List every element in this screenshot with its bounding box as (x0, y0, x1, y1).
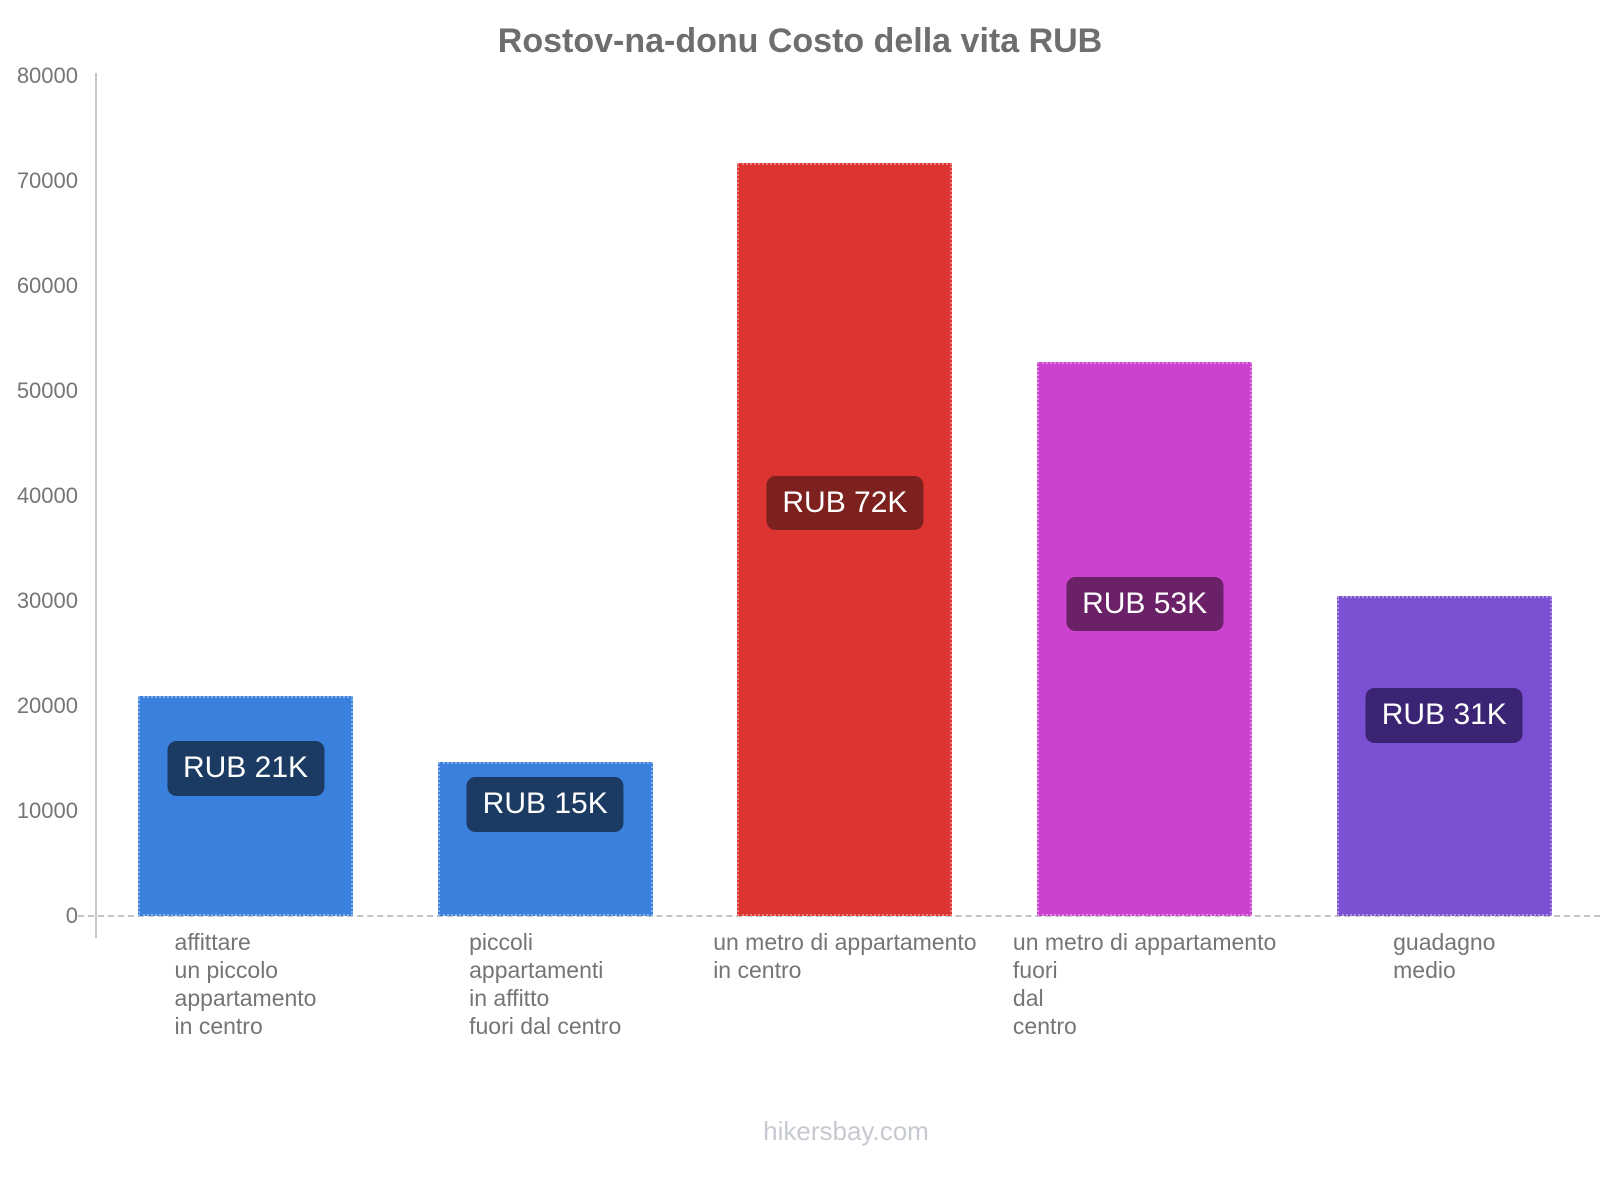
x-category-label: un metro di appartamento fuori dal centro (1013, 928, 1276, 1040)
bar[interactable]: RUB 21K (138, 695, 353, 916)
y-tick-label: 20000 (16, 693, 78, 718)
x-category-label-line: fuori dal centro (469, 1013, 622, 1039)
x-category-label-line: piccoli (469, 929, 534, 955)
x-category-label-line: appartamenti (469, 957, 604, 983)
x-category-label-line: fuori (1012, 957, 1058, 983)
x-category-label-line: un piccolo (174, 957, 279, 983)
bar[interactable]: RUB 31K (1336, 595, 1552, 916)
bar[interactable]: RUB 72K (737, 163, 953, 916)
y-tick-label: 60000 (16, 273, 78, 298)
x-category-label-line: centro (1012, 1013, 1077, 1039)
x-category-label-line: dal (1012, 985, 1044, 1011)
x-category-label-line: appartamento (174, 985, 317, 1011)
bar-value-badge: RUB 53K (1066, 576, 1224, 632)
x-category-label-line: in centro (713, 957, 802, 983)
y-axis-line (95, 73, 97, 938)
chart-title: Rostov-na-donu Costo della vita RUB (497, 22, 1103, 60)
x-category-label-line: affittare (174, 929, 251, 955)
bar-value-badge: RUB 15K (466, 777, 624, 832)
y-tick-label: 80000 (16, 63, 78, 88)
y-tick-label: 30000 (16, 588, 78, 613)
x-category-label-line: un metro di appartamento (1012, 929, 1277, 955)
x-category-label-line: in affitto (469, 985, 550, 1011)
x-category-label: guadagno medio (1393, 928, 1495, 984)
bar[interactable]: RUB 53K (1037, 361, 1253, 916)
y-tick-label: 10000 (16, 798, 78, 823)
x-axis-line (78, 915, 1600, 917)
x-category-label-line: in centro (174, 1013, 263, 1039)
x-category-label: affittare un piccolo appartamento in centro (175, 928, 317, 1040)
x-category-label-line: un metro di appartamento (713, 929, 977, 955)
x-category-label-line: medio (1393, 957, 1456, 983)
x-category-label: un metro di appartamento in centro (713, 928, 976, 984)
x-category-label: piccoli appartamenti in affitto fuori dal c… (469, 928, 621, 1040)
y-tick-label: 70000 (16, 168, 78, 193)
bar[interactable]: RUB 15K (437, 761, 653, 916)
bar-value-badge: RUB 21K (166, 741, 325, 796)
watermark: hikersbay.com (763, 1116, 929, 1146)
y-tick-label: 0 (65, 903, 78, 928)
y-tick-label: 50000 (16, 378, 78, 403)
bar-value-badge: RUB 31K (1365, 688, 1523, 743)
bar-value-badge: RUB 72K (766, 475, 924, 531)
y-tick-label: 40000 (16, 483, 78, 508)
x-category-label-line: guadagno (1393, 929, 1496, 955)
